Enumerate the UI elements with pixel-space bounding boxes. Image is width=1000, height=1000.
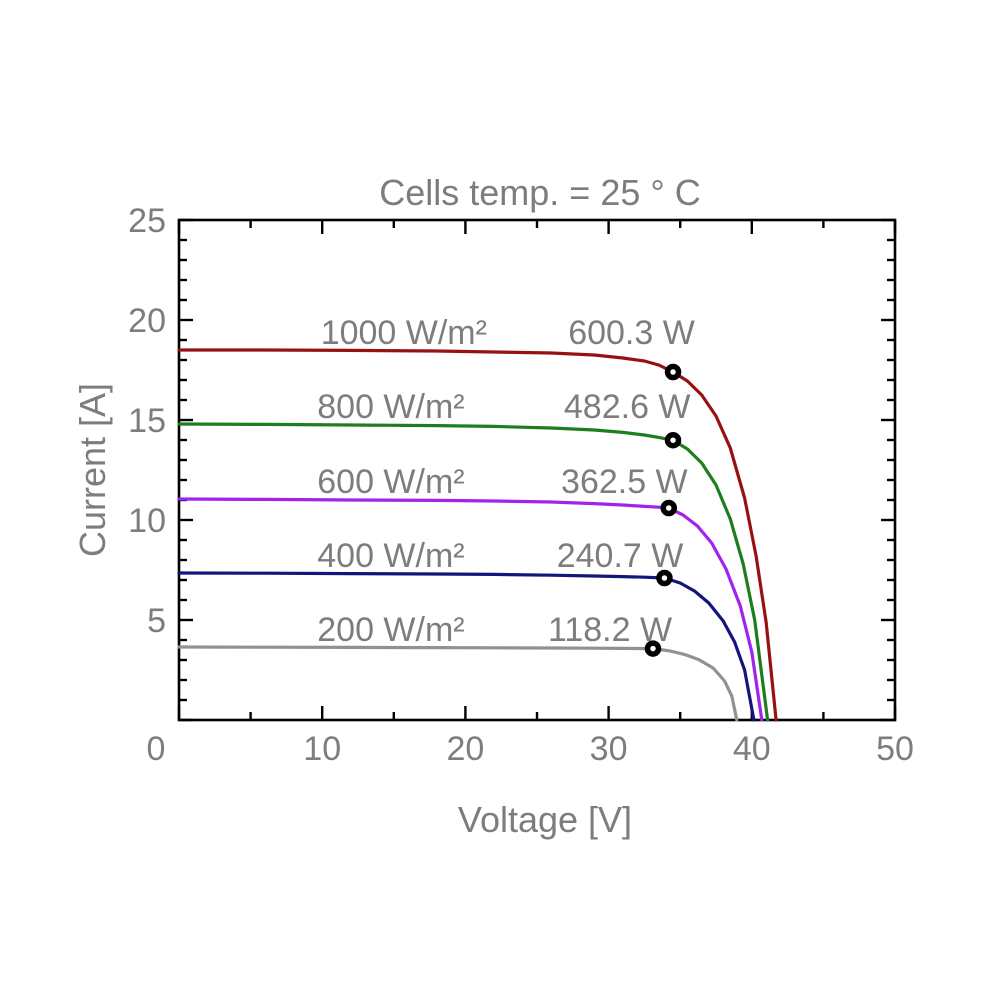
series-label-800: 800 W/m² bbox=[317, 388, 464, 426]
series-label-200: 200 W/m² bbox=[317, 611, 464, 649]
mpp-markers bbox=[644, 363, 682, 657]
power-label-800: 482.6 W bbox=[564, 388, 691, 426]
mpp-marker-1000 bbox=[664, 363, 682, 381]
axes-and-ticks: 0 10 20 30 40 50 5 10 15 20 25 bbox=[128, 202, 914, 768]
y-tick-label: 25 bbox=[128, 202, 166, 240]
series-label-1000: 1000 W/m² bbox=[321, 314, 487, 352]
power-label-1000: 600.3 W bbox=[568, 314, 695, 352]
mpp-marker-400 bbox=[656, 569, 673, 587]
curve-800 bbox=[177, 422, 770, 722]
curve-200 bbox=[177, 645, 739, 722]
series-label-600: 600 W/m² bbox=[317, 463, 464, 501]
series-label-400: 400 W/m² bbox=[317, 537, 464, 575]
x-tick-label: 30 bbox=[590, 730, 628, 768]
chart-title: Cells temp. = 25 ° C bbox=[379, 172, 701, 213]
y-tick-label: 20 bbox=[128, 302, 166, 340]
curve-400 bbox=[177, 571, 756, 722]
plot-box bbox=[177, 218, 897, 722]
x-tick-label: 50 bbox=[876, 730, 914, 768]
y-axis-title: Current [A] bbox=[72, 383, 113, 557]
iv-curves bbox=[177, 348, 778, 722]
power-label-400: 240.7 W bbox=[557, 537, 684, 575]
mpp-marker-800 bbox=[664, 431, 682, 449]
curve-1000 bbox=[177, 348, 778, 722]
x-tick-label: 40 bbox=[733, 730, 771, 768]
y-tick-label: 5 bbox=[147, 602, 166, 640]
y-tick-label: 15 bbox=[128, 402, 166, 440]
x-tick-label: 20 bbox=[446, 730, 484, 768]
curve-labels: 1000 W/m² 600.3 W 800 W/m² 482.6 W 600 W/m² 3… bbox=[317, 314, 695, 649]
mpp-marker-600 bbox=[660, 499, 677, 517]
x-tick-label: 0 bbox=[147, 730, 166, 768]
power-label-200: 118.2 W bbox=[548, 611, 672, 649]
curve-600 bbox=[177, 497, 764, 722]
mpp-marker-200 bbox=[644, 640, 662, 657]
y-tick-label: 10 bbox=[128, 502, 166, 540]
power-label-600: 362.5 W bbox=[561, 463, 688, 501]
x-tick-label: 10 bbox=[303, 730, 341, 768]
x-axis-title: Voltage [V] bbox=[458, 799, 632, 840]
